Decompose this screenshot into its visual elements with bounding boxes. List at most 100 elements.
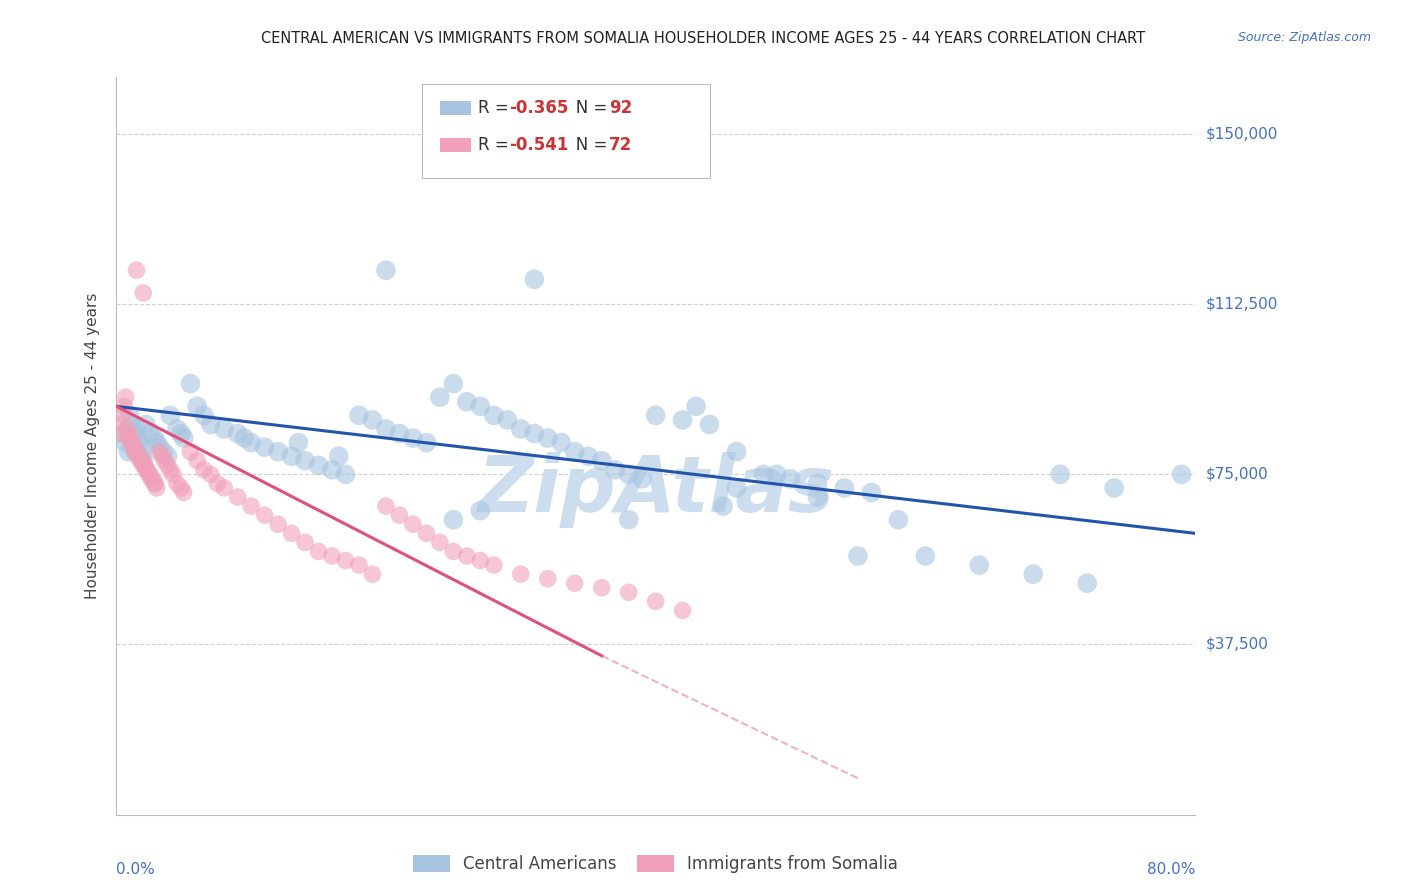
Text: $150,000: $150,000 — [1206, 127, 1278, 142]
Point — [212, 481, 235, 495]
Point — [267, 444, 290, 458]
Point — [779, 472, 801, 486]
Point — [846, 549, 869, 563]
Point — [128, 435, 150, 450]
Point — [537, 572, 560, 586]
Point — [470, 553, 492, 567]
Point — [482, 558, 505, 572]
Point — [117, 426, 139, 441]
Point — [170, 481, 193, 495]
Point — [193, 409, 215, 423]
Text: N =: N = — [560, 99, 613, 117]
Point — [699, 417, 721, 432]
Point — [321, 549, 343, 563]
Point — [132, 458, 155, 473]
Point — [361, 567, 384, 582]
Point — [550, 435, 572, 450]
Point — [415, 435, 437, 450]
Point — [335, 553, 357, 567]
Point — [617, 585, 640, 599]
Point — [193, 463, 215, 477]
Point — [287, 435, 309, 450]
Point — [308, 458, 330, 473]
Text: $112,500: $112,500 — [1206, 297, 1278, 311]
Point — [347, 558, 370, 572]
Point — [118, 409, 141, 423]
Point — [1049, 467, 1071, 482]
Point — [644, 409, 666, 423]
Point — [294, 454, 316, 468]
Point — [122, 440, 145, 454]
Point — [672, 603, 695, 617]
Point — [280, 449, 302, 463]
Point — [766, 467, 789, 482]
Point — [124, 444, 146, 458]
Point — [170, 426, 193, 441]
Point — [128, 449, 150, 463]
Point — [148, 444, 170, 458]
Text: $75,000: $75,000 — [1206, 467, 1268, 482]
Point — [347, 409, 370, 423]
Point — [388, 426, 411, 441]
Point — [335, 467, 357, 482]
Point — [153, 454, 176, 468]
Point — [200, 417, 222, 432]
Point — [240, 499, 263, 513]
Point — [806, 490, 828, 504]
Point — [173, 485, 195, 500]
Point — [207, 476, 229, 491]
Text: N =: N = — [560, 136, 613, 153]
Text: ZipAtlas: ZipAtlas — [477, 452, 834, 528]
Point — [186, 400, 208, 414]
Point — [969, 558, 991, 572]
Point — [267, 517, 290, 532]
Point — [711, 499, 734, 513]
Point — [617, 513, 640, 527]
Point — [1076, 576, 1098, 591]
Point — [685, 400, 707, 414]
Legend: Central Americans, Immigrants from Somalia: Central Americans, Immigrants from Somal… — [406, 848, 904, 880]
Point — [564, 444, 586, 458]
Point — [200, 467, 222, 482]
Point — [834, 481, 856, 495]
Point — [152, 444, 174, 458]
Text: R =: R = — [478, 136, 515, 153]
Point — [1102, 481, 1125, 495]
Point — [132, 285, 155, 300]
Point — [523, 272, 546, 286]
Point — [860, 485, 883, 500]
Point — [328, 449, 350, 463]
Text: $37,500: $37,500 — [1206, 637, 1270, 652]
Point — [112, 400, 135, 414]
Point — [139, 426, 162, 441]
Point — [672, 413, 695, 427]
Point — [725, 481, 748, 495]
Text: 72: 72 — [609, 136, 633, 153]
Point — [121, 435, 143, 450]
Point — [127, 431, 149, 445]
Point — [125, 422, 148, 436]
Point — [150, 449, 173, 463]
Point — [887, 513, 910, 527]
Point — [253, 508, 276, 523]
Point — [509, 567, 531, 582]
Point — [138, 467, 160, 482]
Point — [114, 390, 136, 404]
Point — [456, 549, 478, 563]
Point — [1022, 567, 1045, 582]
Point — [142, 472, 165, 486]
Point — [145, 476, 167, 491]
Point — [914, 549, 936, 563]
Point — [131, 449, 153, 463]
Point — [159, 463, 181, 477]
Point — [1170, 467, 1192, 482]
Point — [576, 449, 599, 463]
Text: 0.0%: 0.0% — [117, 863, 155, 878]
Point — [456, 394, 478, 409]
Text: -0.541: -0.541 — [509, 136, 568, 153]
Point — [226, 490, 249, 504]
Text: R =: R = — [478, 99, 515, 117]
Point — [441, 376, 464, 391]
Point — [496, 413, 519, 427]
Point — [127, 449, 149, 463]
